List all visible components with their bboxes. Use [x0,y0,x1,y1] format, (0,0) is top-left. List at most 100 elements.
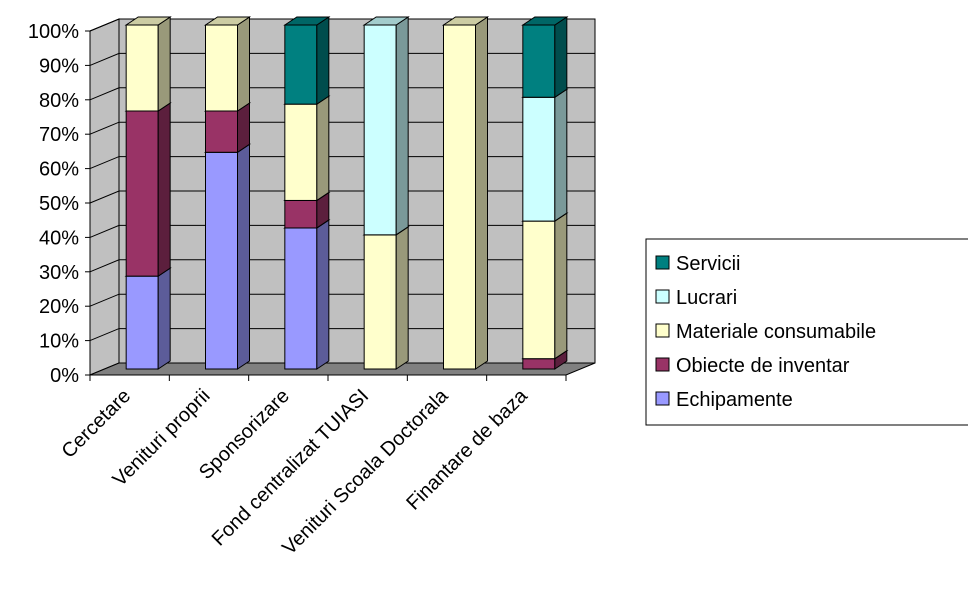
bar-side [157,16,171,112]
x-tick-label: Venituri Scoala Doctorala [278,384,453,559]
gridline [89,293,595,307]
bar-front [205,110,238,153]
bar-front [522,24,556,98]
bar-front [284,103,318,201]
gridline [89,87,595,101]
bar-side [316,95,330,202]
legend-label: Obiecte de inventar [676,355,850,377]
bar-segment-lucrari [521,88,569,223]
y-tick-label: 60% [39,159,79,181]
bar-segment-lucrari [362,16,410,236]
legend-item-materiale-consumabile: Materiale consumabile [655,321,876,343]
bar-side [237,143,250,370]
bar-front [522,358,556,370]
y-tick-label: 40% [39,227,79,249]
gridlines [89,18,595,342]
bar-side [475,16,488,370]
bar-front [443,24,476,370]
bar-side [395,225,409,370]
legend-swatch [655,357,670,372]
axes [85,30,567,381]
bar-top [362,16,410,26]
y-tick-label: 80% [39,90,79,112]
y-tick-label: 70% [39,124,79,146]
bar-side [395,16,409,236]
bar-segment-echipamente [283,219,331,370]
bar-group-fond-centralizat-tuiasi [362,16,410,370]
bar-top [521,16,569,26]
bar-top [124,16,172,26]
bar-front [284,227,318,370]
bar-side [554,88,568,223]
bar-front [363,24,397,236]
legend-item-obiecte-de-inventar: Obiecte de inventar [655,355,850,377]
bar-side [157,102,171,278]
bar-group-sponsorizare [283,16,331,370]
bar-segment-obiecte-de-inventar [124,102,172,278]
y-tick-label: 0% [50,365,79,387]
bar-segment-materiale-consumabile [283,95,331,202]
legend-item-lucrari: Lucrari [655,287,737,309]
bar-front [205,24,238,112]
legend-label: Materiale consumabile [676,321,876,343]
bar-front [284,199,318,229]
bar-front [125,110,159,277]
bar-side [554,16,568,99]
bar-segment-echipamente [203,143,252,370]
bar-segment-echipamente [124,267,172,370]
bar-top [203,16,252,26]
legend-swatch [655,255,670,270]
legend: Servicii Lucrari Materiale consumabile Obie… [645,238,968,426]
legend-item-servicii: Servicii [655,253,740,275]
y-tick-label: 50% [39,193,79,215]
bar-segment-materiale-consumabile [521,212,569,360]
chart-floor [89,362,596,376]
bar-front [363,234,397,370]
floor [89,362,596,376]
gridline [89,224,595,238]
bar-side [554,212,568,360]
bar-front [125,275,159,370]
bar-top [441,16,490,26]
y-tick-label: 30% [39,262,79,284]
x-tick-label: Fond centralizat TUIASI [208,385,373,550]
y-tick-label: 20% [39,296,79,318]
legend-box [645,238,968,426]
bar-group-venituri-scoala-doctorala [441,16,490,370]
x-tick-label: Cercetare [58,385,136,463]
gridline [89,328,595,342]
bar-segment-materiale-consumabile [124,16,172,112]
y-tick-label: 10% [39,331,79,353]
bar-group-finantare-de-baza [521,16,569,370]
bar-segment-materiale-consumabile [441,16,490,370]
legend-swatch [655,289,670,304]
bar-front [522,220,556,360]
y-tick-labels: 0% 10% 20% 30% 40% 50% 60% 70% 80% 90% 100% [28,21,79,387]
gridline [89,121,595,135]
bar-group-cercetare [124,16,172,370]
legend-swatch [655,323,670,338]
legend-label: Servicii [676,253,740,275]
y-tick-label: 90% [39,55,79,77]
bar-side [237,16,250,112]
bar-segment-servicii [521,16,569,99]
bar-segment-materiale-consumabile [362,225,410,370]
legend-label: Lucrari [676,287,737,309]
bar-side [316,16,330,106]
legend-item-echipamente: Echipamente [655,389,793,411]
bar-top [283,16,331,26]
bar-front [125,24,159,112]
gridline [89,259,595,273]
legend-label: Echipamente [676,389,793,411]
bar-front [205,151,238,370]
bar-side [157,267,171,370]
bars [124,16,569,370]
gridline [89,52,595,66]
bar-segment-materiale-consumabile [203,16,252,112]
gridline [89,190,595,204]
bar-group-venituri-proprii [203,16,252,370]
y-tick-label: 100% [28,21,79,43]
bar-front [522,96,556,222]
